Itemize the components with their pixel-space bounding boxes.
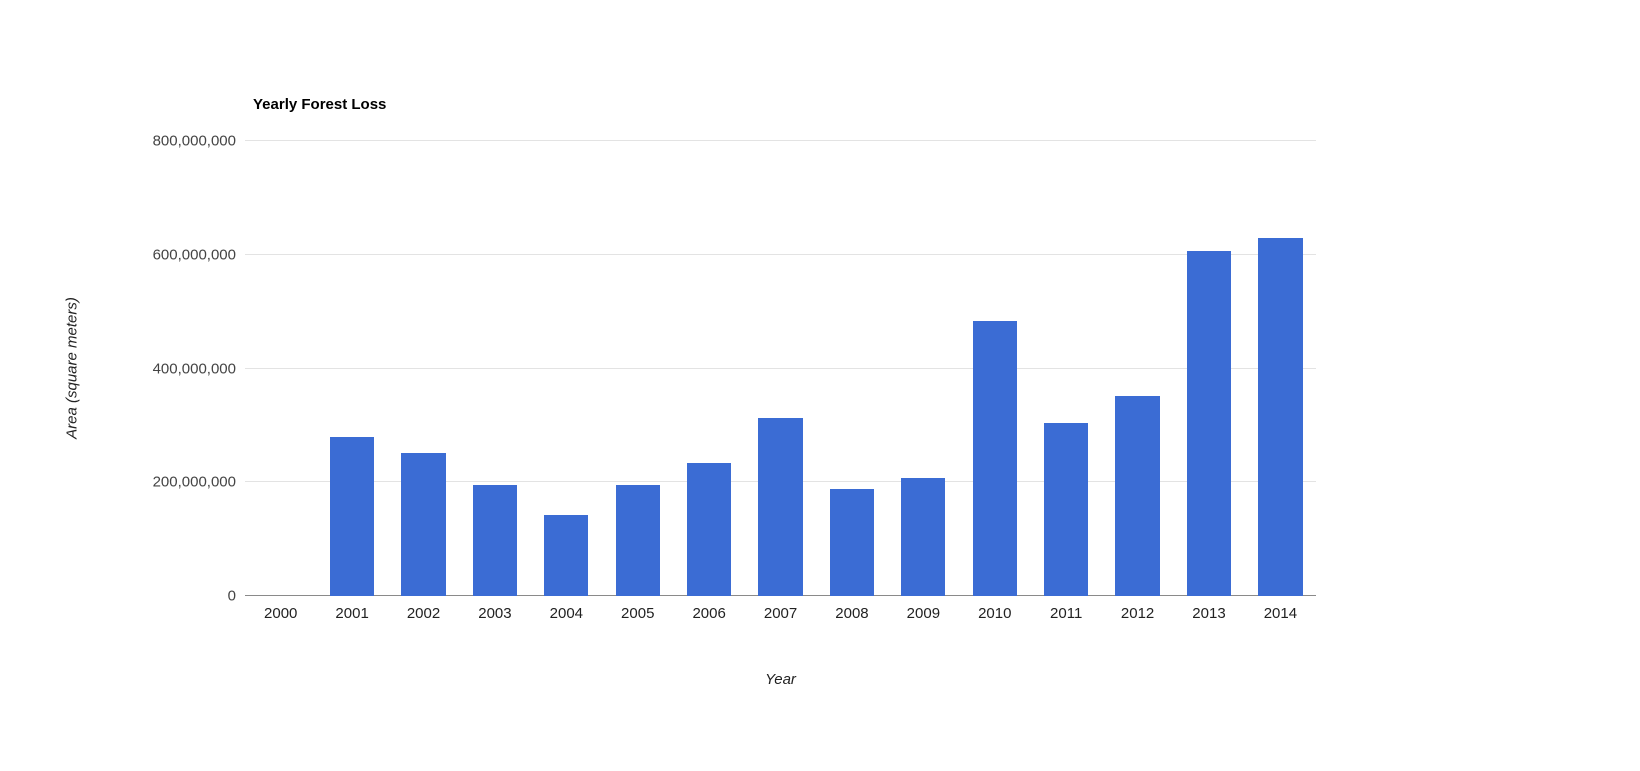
bar-2003[interactable] xyxy=(472,484,518,596)
bar-2009[interactable] xyxy=(901,477,946,596)
x-tick-label-2008: 2008 xyxy=(835,605,869,622)
bars-row xyxy=(245,141,1316,596)
x-tick-label-2013: 2013 xyxy=(1192,605,1226,622)
bar-2008[interactable] xyxy=(829,489,875,596)
bar-slot-2005 xyxy=(602,141,673,596)
bar-2006[interactable] xyxy=(687,463,732,596)
x-tick-label-2006: 2006 xyxy=(692,605,726,622)
y-tick-label: 200,000,000 xyxy=(152,473,236,491)
bar-slot-2006 xyxy=(673,141,744,596)
bar-slot-2011 xyxy=(1030,141,1101,596)
bar-slot-2014 xyxy=(1245,141,1316,596)
y-tick-label: 400,000,000 xyxy=(152,360,236,377)
bar-slot-2009 xyxy=(888,141,959,596)
bar-2001[interactable] xyxy=(329,436,375,596)
x-tick-label-2011: 2011 xyxy=(1050,605,1083,622)
x-tick-label-2003: 2003 xyxy=(478,605,512,622)
bar-slot-2001 xyxy=(316,141,387,596)
bar-slot-2013 xyxy=(1173,141,1244,596)
x-tick-label-2002: 2002 xyxy=(406,605,441,622)
bar-2012[interactable] xyxy=(1115,395,1160,596)
bar-2002[interactable] xyxy=(401,453,446,596)
bar-slot-2010 xyxy=(959,141,1030,596)
bar-2014[interactable] xyxy=(1258,238,1303,596)
bar-slot-2008 xyxy=(816,141,887,596)
gridline xyxy=(245,140,1316,141)
x-axis-title: Year xyxy=(765,671,796,688)
bar-2013[interactable] xyxy=(1186,250,1232,596)
bar-slot-2000 xyxy=(245,141,316,596)
bar-slot-2003 xyxy=(459,141,530,596)
bar-slot-2012 xyxy=(1102,141,1173,596)
bar-2010[interactable] xyxy=(972,321,1017,596)
bar-slot-2004 xyxy=(531,141,602,596)
y-tick-label: 800,000,000 xyxy=(152,132,236,150)
x-axis-tick-labels: 2000 2001 2002 2003 2004 2005 2006 2007 2008 2009… xyxy=(245,605,1316,622)
bar-2005[interactable] xyxy=(615,484,660,596)
y-tick-label: 600,000,000 xyxy=(152,246,236,264)
bar-slot-2002 xyxy=(388,141,459,596)
x-tick-label-2001: 2001 xyxy=(335,605,369,622)
x-tick-label-2014: 2014 xyxy=(1263,605,1298,622)
x-tick-label-2005: 2005 xyxy=(621,605,655,622)
x-tick-label-2010: 2010 xyxy=(978,605,1012,622)
plot-area xyxy=(245,140,1316,596)
x-tick-label-2007: 2007 xyxy=(763,605,798,622)
gridline xyxy=(245,367,1316,369)
chart-title: Yearly Forest Loss xyxy=(253,96,387,113)
x-tick-label-2012: 2012 xyxy=(1120,605,1155,622)
x-tick-label-2004: 2004 xyxy=(549,605,584,622)
y-axis-tick-labels: 0 200,000,000 400,000,000 600,000,000 800,00… xyxy=(0,133,236,605)
x-tick-label-2009: 2009 xyxy=(906,605,941,622)
bar-slot-2007 xyxy=(745,141,816,596)
y-tick-label: 0 xyxy=(227,587,236,605)
gridline xyxy=(245,253,1316,255)
x-tick-label-2000: 2000 xyxy=(264,605,298,622)
bar-2004[interactable] xyxy=(544,514,589,596)
bar-2011[interactable] xyxy=(1044,423,1089,596)
bar-2007[interactable] xyxy=(758,417,803,596)
